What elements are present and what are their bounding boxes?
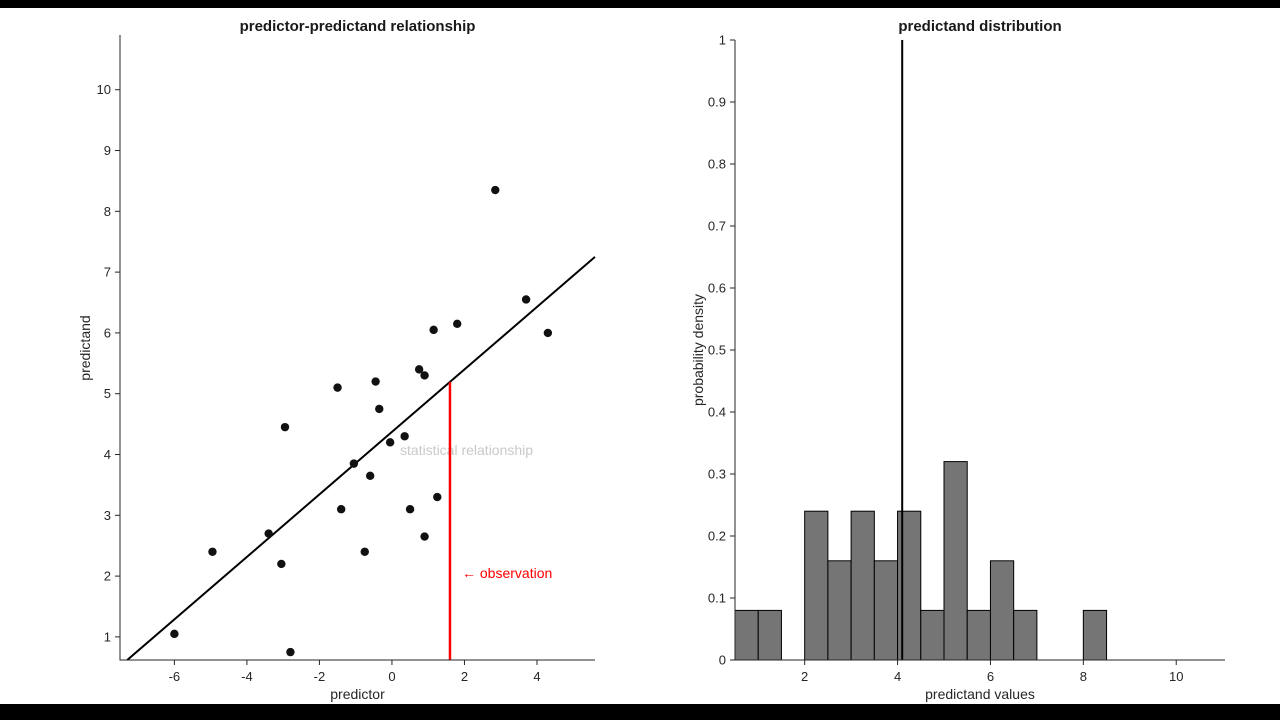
svg-text:0: 0 [388,669,395,684]
svg-text:3: 3 [104,508,111,523]
svg-text:8: 8 [1080,669,1087,684]
svg-text:1: 1 [719,33,726,48]
svg-text:0.5: 0.5 [708,343,726,358]
svg-text:10: 10 [1169,669,1183,684]
svg-text:0.4: 0.4 [708,405,726,420]
svg-text:0.9: 0.9 [708,95,726,110]
svg-text:0.2: 0.2 [708,529,726,544]
svg-text:6: 6 [104,325,111,340]
svg-text:4: 4 [104,447,111,462]
svg-text:0: 0 [719,653,726,668]
svg-text:10: 10 [97,82,111,97]
svg-text:1: 1 [104,629,111,644]
svg-text:4: 4 [894,669,901,684]
svg-text:2: 2 [801,669,808,684]
svg-text:4: 4 [533,669,540,684]
svg-text:0.6: 0.6 [708,281,726,296]
svg-text:0.8: 0.8 [708,157,726,172]
svg-text:0.3: 0.3 [708,467,726,482]
svg-text:0.7: 0.7 [708,219,726,234]
svg-text:-4: -4 [241,669,253,684]
svg-text:5: 5 [104,386,111,401]
svg-text:8: 8 [104,204,111,219]
svg-text:6: 6 [987,669,994,684]
charts-svg: -6 -4 -2 0 2 4 1 2 3 4 5 6 7 8 9 10 2 4 6 8 10 0 0.1 0.2 0.3 0.4 0… [97,33,1225,684]
svg-text:9: 9 [104,143,111,158]
svg-text:7: 7 [104,265,111,280]
figure-canvas: -6 -4 -2 0 2 4 1 2 3 4 5 6 7 8 9 10 2 4 6 8 10 0 0.1 0.2 0.3 0.4 0… [0,8,1280,704]
svg-text:2: 2 [461,669,468,684]
svg-text:-6: -6 [169,669,181,684]
svg-text:2: 2 [104,569,111,584]
svg-text:-2: -2 [314,669,326,684]
svg-text:0.1: 0.1 [708,591,726,606]
